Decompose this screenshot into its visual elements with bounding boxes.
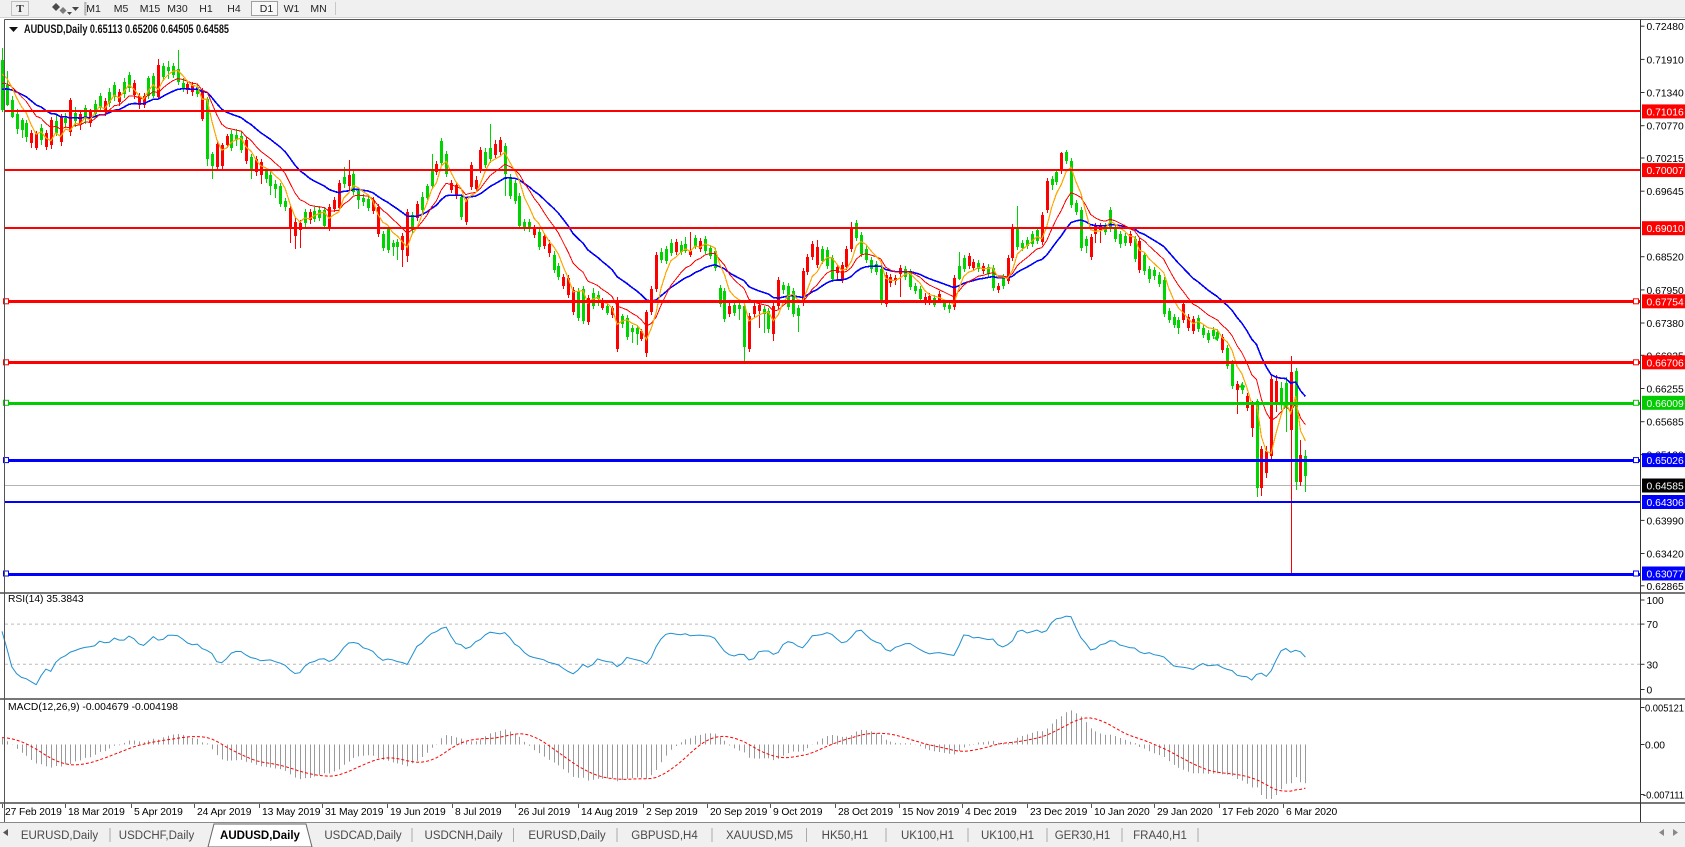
svg-text:0.71340: 0.71340 (1647, 89, 1684, 100)
svg-text:UK100,H1: UK100,H1 (981, 830, 1034, 842)
svg-text:0.66255: 0.66255 (1647, 385, 1684, 396)
svg-text:M15: M15 (140, 3, 161, 15)
svg-text:0.65026: 0.65026 (1647, 456, 1684, 467)
svg-text:M5: M5 (114, 3, 129, 15)
svg-text:0.71016: 0.71016 (1647, 107, 1684, 118)
svg-text:0.67754: 0.67754 (1647, 297, 1684, 308)
svg-text:8 Jul 2019: 8 Jul 2019 (455, 807, 502, 818)
svg-text:0.69645: 0.69645 (1647, 187, 1684, 198)
svg-text:0.68520: 0.68520 (1647, 253, 1684, 264)
svg-text:D1: D1 (260, 3, 274, 15)
svg-text:EURUSD,Daily: EURUSD,Daily (528, 830, 606, 842)
svg-text:EURUSD,Daily: EURUSD,Daily (21, 830, 99, 842)
svg-text:AUDUSD,Daily: AUDUSD,Daily (220, 830, 300, 842)
svg-text:FRA40,H1: FRA40,H1 (1133, 830, 1187, 842)
svg-text:USDCNH,Daily: USDCNH,Daily (425, 830, 503, 842)
svg-text:0.67950: 0.67950 (1647, 286, 1684, 297)
svg-text:17 Feb 2020: 17 Feb 2020 (1222, 807, 1279, 818)
svg-text:20 Sep 2019: 20 Sep 2019 (710, 807, 768, 818)
svg-text:UK100,H1: UK100,H1 (901, 830, 954, 842)
svg-text:0.66706: 0.66706 (1647, 358, 1684, 369)
svg-text:H4: H4 (227, 3, 241, 15)
svg-text:RSI(14) 35.3843: RSI(14) 35.3843 (8, 594, 84, 605)
svg-text:0.70007: 0.70007 (1647, 166, 1684, 177)
svg-text:0.69010: 0.69010 (1647, 224, 1684, 235)
svg-text:M1: M1 (86, 3, 101, 15)
svg-text:W1: W1 (284, 3, 300, 15)
svg-text:9 Oct 2019: 9 Oct 2019 (773, 807, 823, 818)
svg-text:19 Jun 2019: 19 Jun 2019 (390, 807, 446, 818)
svg-text:0.70770: 0.70770 (1647, 122, 1684, 133)
svg-text:USDCAD,Daily: USDCAD,Daily (324, 830, 402, 842)
svg-text:0.62865: 0.62865 (1647, 582, 1684, 593)
svg-text:5 Apr 2019: 5 Apr 2019 (134, 807, 183, 818)
svg-text:0.72480: 0.72480 (1647, 22, 1684, 33)
svg-text:24 Apr 2019: 24 Apr 2019 (197, 807, 252, 818)
svg-text:0.00: 0.00 (1645, 741, 1665, 752)
svg-text:H1: H1 (199, 3, 213, 15)
svg-text:-0.007111: -0.007111 (1643, 791, 1684, 802)
svg-text:27 Feb 2019: 27 Feb 2019 (5, 807, 62, 818)
svg-text:100: 100 (1647, 596, 1664, 607)
svg-text:M30: M30 (167, 3, 188, 15)
svg-text:0.66009: 0.66009 (1647, 399, 1684, 410)
svg-text:14 Aug 2019: 14 Aug 2019 (581, 807, 638, 818)
svg-text:T: T (16, 3, 24, 15)
svg-text:0.64306: 0.64306 (1647, 498, 1684, 509)
svg-text:0.63420: 0.63420 (1647, 550, 1684, 561)
svg-text:30: 30 (1647, 660, 1659, 671)
svg-text:18 Mar 2019: 18 Mar 2019 (68, 807, 125, 818)
svg-text:28 Oct 2019: 28 Oct 2019 (838, 807, 893, 818)
svg-text:HK50,H1: HK50,H1 (822, 830, 869, 842)
svg-text:GER30,H1: GER30,H1 (1055, 830, 1111, 842)
svg-text:4 Dec 2019: 4 Dec 2019 (965, 807, 1017, 818)
svg-text:6 Mar 2020: 6 Mar 2020 (1286, 807, 1337, 818)
svg-text:MACD(12,26,9) -0.004679 -0.004: MACD(12,26,9) -0.004679 -0.004198 (8, 702, 178, 713)
svg-text:2 Sep 2019: 2 Sep 2019 (646, 807, 698, 818)
svg-text:0.70215: 0.70215 (1647, 154, 1684, 165)
svg-text:USDCHF,Daily: USDCHF,Daily (119, 830, 195, 842)
svg-text:26 Jul 2019: 26 Jul 2019 (518, 807, 571, 818)
svg-text:0.64585: 0.64585 (1647, 482, 1684, 493)
svg-text:XAUUSD,M5: XAUUSD,M5 (726, 830, 793, 842)
svg-text:29 Jan 2020: 29 Jan 2020 (1157, 807, 1213, 818)
svg-text:0.65685: 0.65685 (1647, 418, 1684, 429)
svg-text:MN: MN (310, 3, 326, 15)
svg-text:0.71910: 0.71910 (1647, 55, 1684, 66)
svg-text:13 May 2019: 13 May 2019 (262, 807, 321, 818)
svg-text:70: 70 (1647, 620, 1659, 631)
svg-text:GBPUSD,H4: GBPUSD,H4 (631, 830, 698, 842)
svg-text:23 Dec 2019: 23 Dec 2019 (1030, 807, 1088, 818)
svg-text:AUDUSD,Daily 0.65113 0.65206: AUDUSD,Daily 0.65113 0.65206 0.64505 0.6… (24, 24, 229, 36)
svg-text:0.63077: 0.63077 (1647, 570, 1684, 581)
svg-text:0.005121: 0.005121 (1645, 704, 1684, 715)
svg-text:0: 0 (1647, 686, 1653, 697)
svg-text:31 May 2019: 31 May 2019 (325, 807, 384, 818)
svg-text:0.63990: 0.63990 (1647, 516, 1684, 527)
svg-text:0.67380: 0.67380 (1647, 319, 1684, 330)
svg-text:15 Nov 2019: 15 Nov 2019 (902, 807, 960, 818)
svg-text:10 Jan 2020: 10 Jan 2020 (1094, 807, 1150, 818)
